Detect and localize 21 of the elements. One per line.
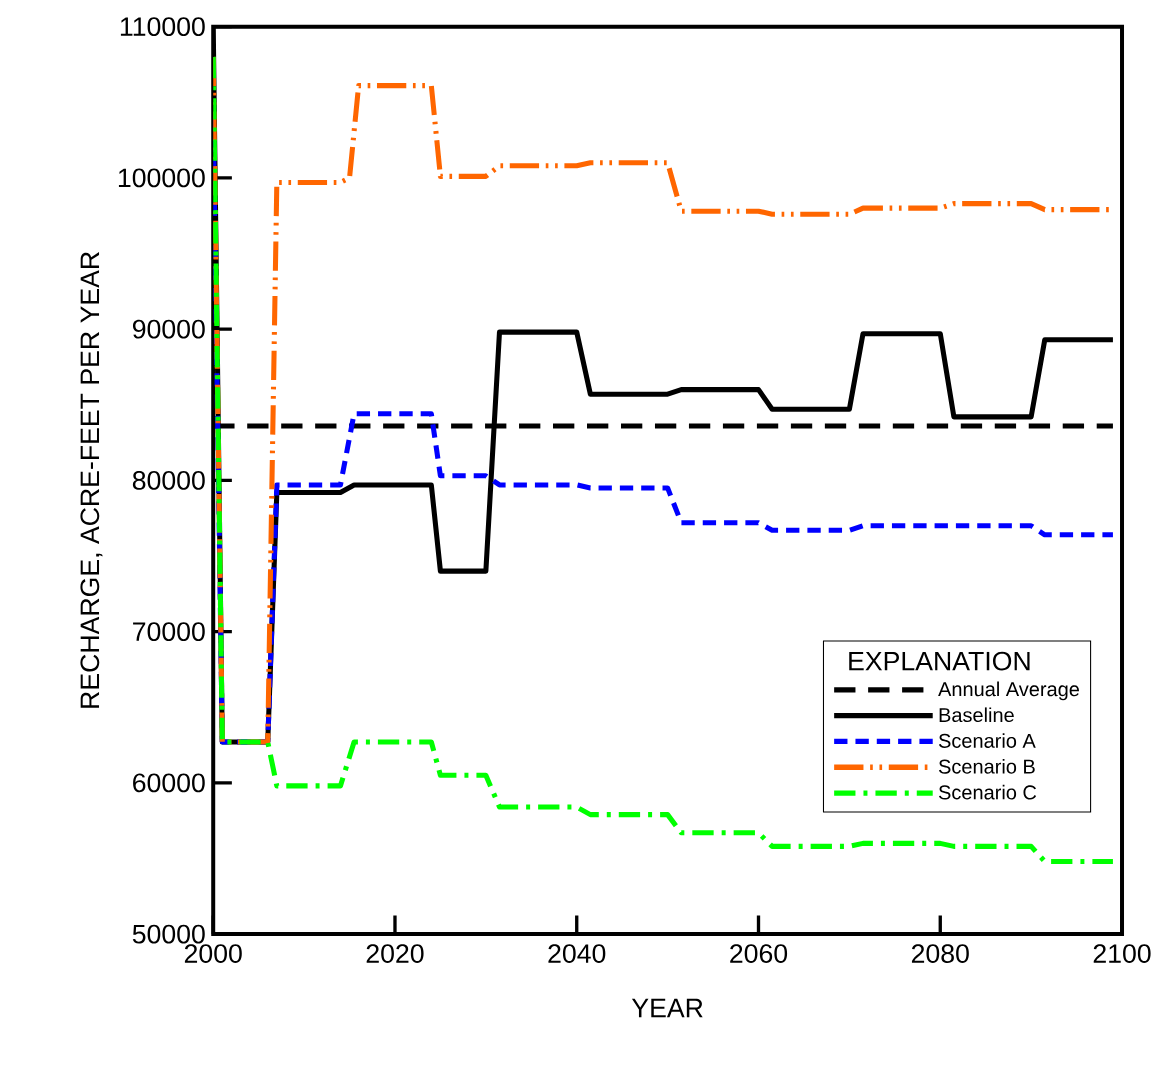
legend-label: Scenario A bbox=[938, 733, 1036, 748]
x-axis-title: YEAR bbox=[631, 998, 703, 1017]
y-axis-title: RECHARGE, ACRE-FEET PER YEAR bbox=[80, 251, 103, 708]
x-tick-label: 2000 bbox=[184, 943, 242, 963]
y-tick-label: 50000 bbox=[132, 924, 205, 944]
x-tick-label: 2060 bbox=[730, 943, 788, 963]
legend-label: Scenario C bbox=[938, 784, 1037, 800]
y-tick-label: 70000 bbox=[133, 622, 205, 641]
x-tick-label: 2080 bbox=[911, 943, 969, 963]
x-tick-label: 2040 bbox=[548, 943, 606, 963]
legend-label: Scenario B bbox=[938, 758, 1035, 774]
y-tick-label: 90000 bbox=[132, 319, 205, 339]
legend-title: EXPLANATION bbox=[849, 651, 1030, 671]
legend-label: Annual Average bbox=[938, 681, 1080, 701]
y-tick-label: 60000 bbox=[133, 773, 205, 793]
legend-label: Baseline bbox=[939, 707, 1014, 722]
y-tick-label: 100000 bbox=[118, 168, 205, 188]
x-tick-label: 2100 bbox=[1093, 943, 1151, 963]
x-tick-label: 2020 bbox=[366, 943, 424, 963]
y-tick-label: 110000 bbox=[120, 17, 205, 36]
y-tick-label: 80000 bbox=[132, 470, 205, 490]
